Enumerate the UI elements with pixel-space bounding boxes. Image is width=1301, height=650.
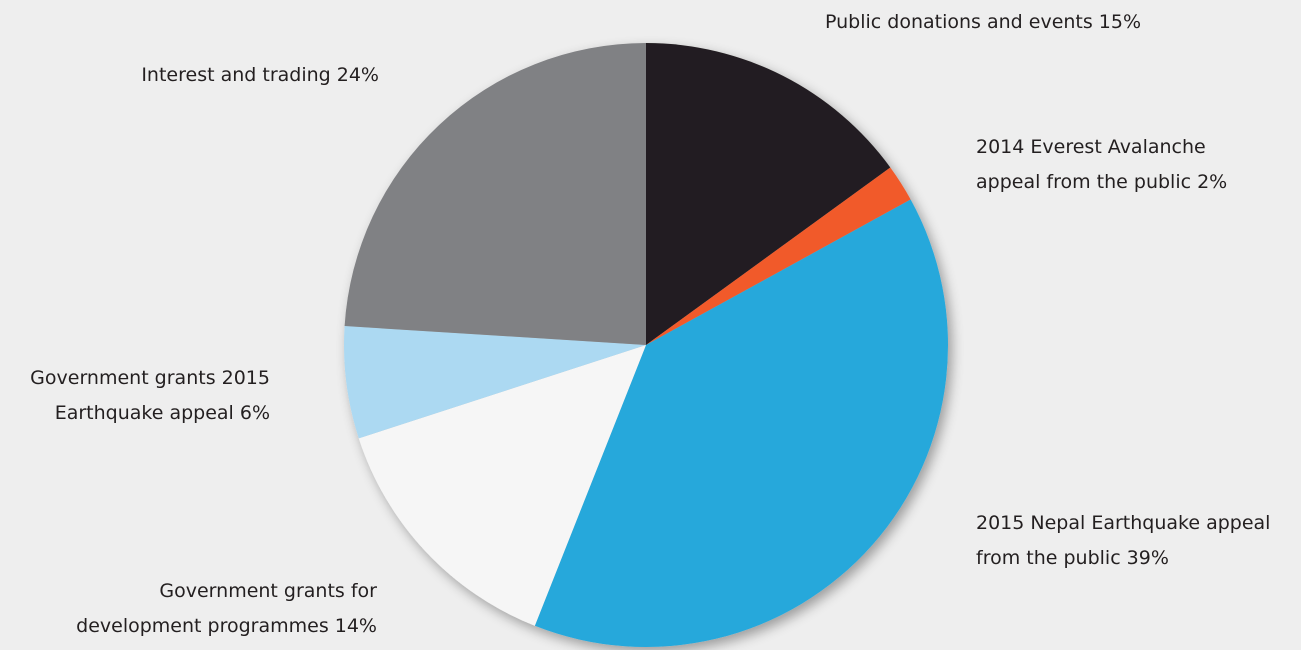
label-interest-trading: Interest and trading 24% (141, 64, 379, 86)
label-government-grants-development: Government grants for development progra… (76, 580, 377, 637)
label-government-grants-earthquake: Government grants 2015 Earthquake appeal… (30, 367, 270, 424)
label-public-donations: Public donations and events 15% (825, 11, 1142, 33)
slice-everest-avalanche (646, 167, 911, 345)
pie-slices (344, 43, 948, 648)
label-nepal-earthquake-appeal: 2015 Nepal Earthquake appeal from the pu… (976, 512, 1271, 569)
slice-interest-trading (344, 43, 646, 345)
slice-government-grants-earthquake (344, 326, 646, 439)
slice-nepal-earthquake-appeal (534, 199, 948, 648)
label-everest-avalanche: 2014 Everest Avalanche appeal from the p… (976, 136, 1228, 193)
slice-government-grants-development (358, 345, 646, 626)
slice-public-donations (646, 43, 891, 345)
